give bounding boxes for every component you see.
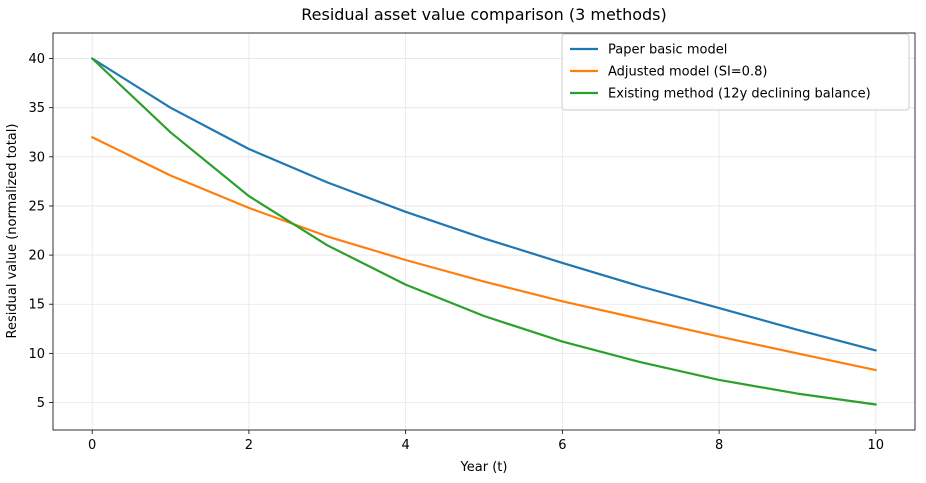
x-tick-label: 4 bbox=[401, 438, 409, 453]
y-tick-label: 10 bbox=[28, 347, 45, 362]
y-tick-label: 25 bbox=[28, 199, 45, 214]
y-tick-label: 35 bbox=[28, 101, 45, 116]
y-axis: 5 10 15 20 25 30 35 40 bbox=[28, 52, 53, 411]
series-line-1 bbox=[91, 57, 877, 352]
x-tick-label: 2 bbox=[245, 438, 253, 453]
y-axis-label: Residual value (normalized total) bbox=[5, 124, 20, 339]
chart-title: Residual asset value comparison (3 metho… bbox=[301, 5, 667, 24]
legend-label: Paper basic model bbox=[608, 43, 727, 58]
y-tick-label: 40 bbox=[28, 52, 45, 67]
x-axis-label: Year (t) bbox=[460, 460, 508, 475]
series-line-3 bbox=[91, 57, 877, 406]
legend-label: Existing method (12y declining balance) bbox=[608, 87, 871, 102]
legend-label: Adjusted model (SI=0.8) bbox=[608, 65, 767, 80]
legend: Paper basic model Adjusted model (SI=0.8)… bbox=[561, 33, 910, 111]
y-tick-label: 5 bbox=[37, 396, 45, 411]
x-tick-label: 6 bbox=[558, 438, 566, 453]
y-tick-label: 30 bbox=[28, 150, 45, 165]
plot-frame bbox=[52, 32, 916, 431]
series-line-2 bbox=[91, 136, 877, 372]
y-tick-label: 20 bbox=[28, 249, 45, 264]
x-tick-label: 8 bbox=[715, 438, 723, 453]
x-tick-label: 0 bbox=[88, 438, 96, 453]
x-axis: 0 2 4 6 8 10 bbox=[88, 430, 884, 453]
legend-box bbox=[561, 33, 910, 111]
x-tick-label: 10 bbox=[868, 438, 885, 453]
y-tick-label: 15 bbox=[28, 298, 45, 313]
series-lines bbox=[91, 57, 877, 406]
